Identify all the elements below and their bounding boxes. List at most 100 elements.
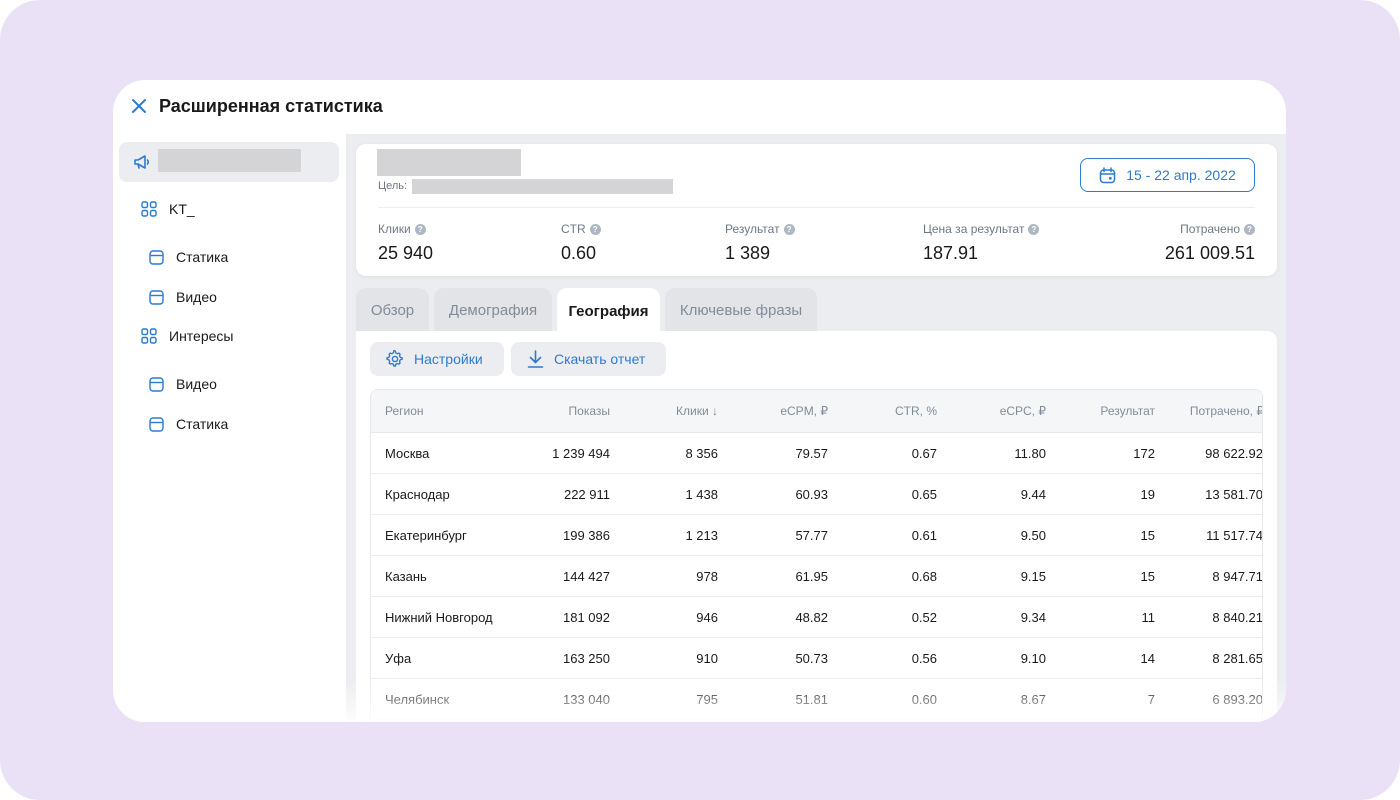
cell-ecpm: 50.73 [795,650,828,666]
cell-ecpc: 8.67 [1020,691,1046,707]
sidebar-item-label: Статика [176,416,229,432]
metric-value: 25 940 [378,243,434,263]
cell-region: Нижний Новгород [385,609,493,625]
help-icon[interactable]: ? [1028,223,1040,235]
metric-ctr: CTR? 0.60 [561,222,601,264]
metric-value: 1 389 [725,243,771,263]
gear-icon [386,350,403,367]
download-report-button[interactable]: Скачать отчет [511,342,666,376]
sidebar: KT_ Статика Видео Интересы [113,134,346,722]
ad-card-icon [149,416,164,432]
sidebar-campaign[interactable] [119,142,339,182]
col-clicks[interactable]: Клики ↓ [676,404,718,418]
cell-spent: 11 517.74 [1206,527,1263,543]
cell-spent: 6 893.20 [1212,691,1263,707]
cell-impressions: 181 092 [563,609,610,625]
table-header: Регион Показы Клики ↓ eCPM, ₽ CTR, % eCP… [371,390,1263,433]
ad-card-icon [149,249,164,265]
sidebar-item-group-kt[interactable]: KT_ [141,196,195,222]
cell-spent: 8 840.21 [1212,609,1263,625]
geo-table: Регион Показы Клики ↓ eCPM, ₽ CTR, % eCP… [370,389,1263,722]
goal-label: Цель: [378,180,408,192]
cell-region: Челябинск [385,691,450,707]
cell-ecpm: 57.77 [795,527,828,543]
settings-label: Настройки [414,351,483,367]
cell-impressions: 133 040 [563,691,610,707]
cell-spent: 8 281.65 [1212,650,1263,666]
summary-divider [378,207,1255,208]
sidebar-item-ad-static-2[interactable]: Статика [149,411,228,437]
col-result[interactable]: Результат [1100,404,1155,418]
col-region[interactable]: Регион [385,404,424,418]
cell-ctr: 0.61 [911,527,937,543]
cell-ecpc: 9.34 [1020,609,1046,625]
close-icon[interactable] [130,97,148,115]
cell-ecpm: 51.81 [795,691,828,707]
cell-ecpc: 11.80 [1014,445,1046,461]
tab-geography[interactable]: География [557,288,660,334]
col-spent[interactable]: Потрачено, ₽ [1189,404,1263,418]
table-row: Краснодар 222 911 1 438 60.93 0.65 9.44 … [371,474,1262,515]
sidebar-item-ad-video[interactable]: Видео [149,284,217,310]
redacted-campaign-name [158,149,301,172]
table-row: Челябинск 133 040 795 51.81 0.60 8.67 7 … [371,679,1263,720]
help-icon[interactable]: ? [589,223,601,235]
metric-label: CTR [561,222,586,236]
cell-ctr: 0.60 [911,691,937,707]
cell-result: 15 [1140,527,1155,543]
geography-panel: Настройки Скачать отчет Регион Показы Кл… [356,331,1277,722]
col-impressions[interactable]: Показы [568,404,610,418]
metric-label: Результат [725,222,780,236]
table-row: Екатеринбург 199 386 1 213 57.77 0.61 9.… [371,515,1263,556]
window-header: Расширенная статистика [113,80,1286,134]
cell-region: Краснодар [385,486,450,502]
cell-clicks: 946 [696,609,718,625]
cell-result: 14 [1140,650,1155,666]
sidebar-item-label: Видео [176,289,217,305]
sidebar-item-label: KT_ [169,201,195,217]
ad-card-icon [149,289,164,305]
metric-label: Цена за результат [923,222,1025,236]
cell-ecpc: 9.10 [1020,650,1046,666]
help-icon[interactable]: ? [1244,223,1255,235]
date-range-label: 15 - 22 апр. 2022 [1126,167,1236,183]
help-icon[interactable]: ? [783,223,795,235]
metric-value: 261 009.51 [1164,243,1255,263]
table-row: Казань 144 427 978 61.95 0.68 9.15 15 8 … [371,556,1263,597]
redacted-ad-title [377,149,521,176]
cell-clicks: 978 [696,568,718,584]
col-ctr[interactable]: CTR, % [895,404,937,418]
cell-impressions: 1 239 494 [552,445,610,461]
cell-region: Москва [385,445,430,461]
col-ecpm[interactable]: eCPM, ₽ [780,404,828,418]
tab-demography[interactable]: Демография [434,288,552,332]
tab-keywords[interactable]: Ключевые фразы [665,288,817,332]
cell-ctr: 0.52 [911,609,937,625]
cell-clicks: 1 438 [685,486,718,502]
col-ecpc[interactable]: eCPC, ₽ [999,404,1046,418]
stats-window: Расширенная статистика KT_ [113,80,1286,722]
cell-spent: 8 947.71 [1212,568,1263,584]
cell-clicks: 8 356 [685,445,718,461]
cell-result: 11 [1141,609,1156,625]
tab-overview[interactable]: Обзор [356,288,429,332]
cell-ecpm: 60.93 [795,486,828,502]
calendar-icon [1099,166,1116,183]
cell-ecpm: 48.82 [795,609,828,625]
sidebar-item-label: Интересы [169,328,234,344]
cell-result: 19 [1140,486,1155,502]
cell-result: 7 [1147,691,1155,707]
cell-clicks: 910 [696,650,718,666]
sidebar-item-ad-static[interactable]: Статика [149,244,228,270]
help-icon[interactable]: ? [414,223,426,235]
metric-result: Результат? 1 389 [725,222,795,264]
cell-impressions: 144 427 [563,568,610,584]
cell-region: Уфа [385,650,412,666]
cell-impressions: 222 911 [563,486,610,502]
date-range-button[interactable]: 15 - 22 апр. 2022 [1080,158,1255,192]
sidebar-item-ad-video-2[interactable]: Видео [149,371,217,397]
settings-button[interactable]: Настройки [370,342,504,376]
summary-card: Цель: 15 - 22 апр. 2022 Клики? 25 940 CT… [356,144,1277,276]
cell-ecpc: 9.50 [1020,527,1046,543]
sidebar-item-group-interests[interactable]: Интересы [141,323,233,349]
